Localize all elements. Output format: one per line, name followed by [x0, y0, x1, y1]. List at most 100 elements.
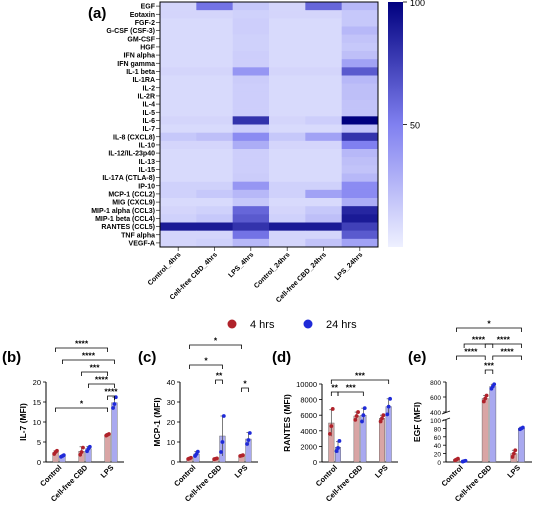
- heatmap-cell-mig-cxcl9-cell-free-cbd-24hrs: [305, 198, 342, 207]
- heatmap-cell-il-5-cell-free-cbd-4hrs: [196, 108, 233, 117]
- panel-d-point-4-hrs-lps-3: [381, 413, 386, 418]
- panel-b-y-tick-label-0: 0: [37, 458, 41, 467]
- heatmap-column-label-lps-4hrs: LPS_4hrs: [227, 251, 255, 279]
- heatmap-cell-il-6-lps-24hrs: [341, 116, 379, 125]
- heatmap-cell-g-csf-csf-3-control-24hrs: [269, 26, 306, 35]
- panel-b-y-tick-label-15: 15: [33, 398, 41, 407]
- heatmap-row-label-rantes-ccl5: RANTES (CCL5): [101, 224, 155, 231]
- heatmap-row-label-il-8-cxcl8: IL-8 (CXCL8): [113, 134, 155, 141]
- heatmap-cell-egf-cell-free-cbd-24hrs: [305, 2, 342, 11]
- panel-d-point-4-hrs-cell-free-cbd-3: [356, 410, 360, 414]
- heatmap-cell-mip-1-alpha-ccl3-control-24hrs: [269, 206, 306, 215]
- heatmap-cell-il-12-il-23p40-cell-free-cbd-4hrs: [196, 149, 233, 158]
- heatmap-cell-g-csf-csf-3-control-4hrs: [160, 26, 197, 35]
- heatmap-cell-il-13-cell-free-cbd-24hrs: [305, 157, 342, 166]
- heatmap-cell-mcp-1-ccl2-lps-24hrs: [341, 189, 379, 199]
- heatmap-cell-il-8-cxcl8-control-4hrs: [160, 132, 197, 142]
- panel-e-y-tick-label-400: 400: [430, 410, 441, 417]
- heatmap-cell-egf-control-4hrs: [160, 2, 197, 11]
- panel-c-x-tick-label-lps: LPS: [233, 463, 250, 480]
- heatmap-cell-mig-cxcl9-control-24hrs: [269, 198, 306, 207]
- heatmap-row-label-ip-10: IP-10: [138, 183, 155, 190]
- panel-d-point-4-hrs-control-2: [329, 424, 334, 429]
- panel-d-point-4-hrs-cell-free-cbd-1: [353, 417, 358, 422]
- panel-d-point-4-hrs-lps-1: [378, 419, 383, 424]
- heatmap-cell-ifn-gamma-control-4hrs: [160, 59, 197, 68]
- heatmap-cell-ifn-gamma-control-24hrs: [269, 59, 306, 68]
- heatmap-cell-il-1-beta-control-24hrs: [269, 67, 306, 76]
- panel-d-significance-bracket-3: [337, 391, 364, 396]
- panel-e-x-tick-label-lps: LPS: [505, 463, 522, 480]
- panel-c-significance-bracket-3: [215, 379, 223, 384]
- heatmap-cell-il-12-il-23p40-lps-4hrs: [232, 149, 270, 158]
- heatmap-cell-il-2-control-4hrs: [160, 83, 197, 93]
- panel-b-bar-24-hrs-lps: [111, 402, 118, 463]
- heatmap-cell-vegf-a-control-4hrs: [160, 238, 197, 248]
- heatmap-cell-hgf-control-24hrs: [269, 42, 306, 52]
- heatmap-cell-il-1ra-cell-free-cbd-4hrs: [196, 75, 233, 84]
- heatmap-cell-il-5-lps-24hrs: [341, 108, 379, 117]
- heatmap-cell-il-1ra-control-4hrs: [160, 75, 197, 84]
- panel-e-significance-bracket-5: [492, 355, 522, 360]
- panel-d-point-4-hrs-lps-2: [380, 416, 384, 421]
- heatmap-cell-eotaxin-lps-4hrs: [232, 10, 270, 19]
- heatmap-cell-il-7-lps-4hrs: [232, 124, 270, 133]
- heatmap-cell-g-csf-csf-3-cell-free-cbd-24hrs: [305, 26, 342, 35]
- panel-b-point-4-hrs-cell-free-cbd-1: [78, 452, 83, 457]
- panel-c-point-4-hrs-control-3: [189, 455, 193, 460]
- heatmap-cell-fgf-2-cell-free-cbd-4hrs: [196, 18, 233, 27]
- heatmap-cell-egf-lps-24hrs: [341, 2, 379, 11]
- panel-b-significance-bracket-6: [107, 395, 115, 400]
- heatmap-column-label-control-4hrs: Control_4hrs: [147, 251, 183, 287]
- heatmap-row-label-tnf-alpha: TNF alpha: [121, 232, 155, 239]
- panel-e-significance-bracket-3: [484, 343, 522, 348]
- panel-b-y-axis-label: IL-7 (MFI): [18, 403, 28, 441]
- panel-b-point-24-hrs-lps-1: [111, 406, 115, 410]
- panel-d-significance-bracket-1: [330, 379, 390, 384]
- heatmap-cell-vegf-a-lps-4hrs: [232, 238, 270, 248]
- heatmap-cell-il-12-il-23p40-control-4hrs: [160, 149, 197, 158]
- heatmap-cell-ifn-alpha-control-24hrs: [269, 51, 306, 60]
- panel-e-y-tick-label-100: 100: [430, 418, 441, 425]
- heatmap-cell-il-5-control-4hrs: [160, 108, 197, 117]
- panel-d-point-4-hrs-cell-free-cbd-2: [354, 414, 359, 418]
- heatmap-cell-il-4-control-4hrs: [160, 100, 197, 109]
- heatmap-cell-rantes-ccl5-control-4hrs: [160, 222, 197, 231]
- panel-b-significance-bracket-1: [55, 347, 108, 352]
- panel-d-point-24-hrs-cell-free-cbd-2: [361, 413, 366, 418]
- panel-e-significance-label-5: ****: [501, 347, 515, 357]
- heatmap-cell-gm-csf-cell-free-cbd-4hrs: [196, 34, 233, 44]
- heatmap-row-label-il-7: IL-7: [143, 126, 156, 133]
- heatmap-cell-il-10-cell-free-cbd-24hrs: [305, 140, 342, 150]
- panel-b-significance-label-5: *: [80, 399, 84, 409]
- panel-b-x-tick-label-control: Control: [38, 463, 63, 488]
- heatmap-cell-il-2r-control-4hrs: [160, 91, 197, 101]
- panel-e-point-4-hrs-cell-free-cbd-3: [484, 393, 489, 398]
- panel-b-point-24-hrs-cell-free-cbd-3: [87, 444, 92, 449]
- heatmap-cell-il-15-control-24hrs: [269, 165, 306, 174]
- panel-c-point-24-hrs-lps-1: [245, 442, 249, 446]
- heatmap-cell-tnf-alpha-control-4hrs: [160, 230, 197, 240]
- heatmap-cell-mig-cxcl9-control-4hrs: [160, 198, 197, 207]
- heatmap-cell-hgf-cell-free-cbd-24hrs: [305, 42, 342, 52]
- panel-e-point-24-hrs-cell-free-cbd-3: [492, 382, 497, 387]
- heatmap-cell-vegf-a-cell-free-cbd-4hrs: [196, 238, 233, 248]
- heatmap-cell-mcp-1-ccl2-cell-free-cbd-24hrs: [305, 189, 342, 199]
- heatmap-row-label-vegf-a: VEGF-A: [129, 241, 155, 248]
- panel-c-significance-label-3: **: [216, 371, 223, 381]
- heatmap-cell-ip-10-cell-free-cbd-4hrs: [196, 181, 233, 191]
- panel-c-point-24-hrs-control-3: [195, 449, 200, 454]
- heatmap-cell-tnf-alpha-lps-24hrs: [341, 230, 379, 240]
- heatmap-cell-il-6-cell-free-cbd-4hrs: [196, 116, 233, 125]
- heatmap-row-label-ifn-gamma: IFN gamma: [117, 61, 155, 68]
- colorbar: [388, 2, 403, 247]
- panel-b-label: (b): [2, 349, 21, 366]
- heatmap-cell-gm-csf-control-4hrs: [160, 34, 197, 44]
- panel-d-y-tick-label-0: 0: [313, 458, 317, 467]
- heatmap-row-label-mip-1-beta-ccl4: MIP-1 beta (CCL4): [95, 216, 155, 223]
- legend: 4 hrs 24 hrs: [227, 319, 357, 331]
